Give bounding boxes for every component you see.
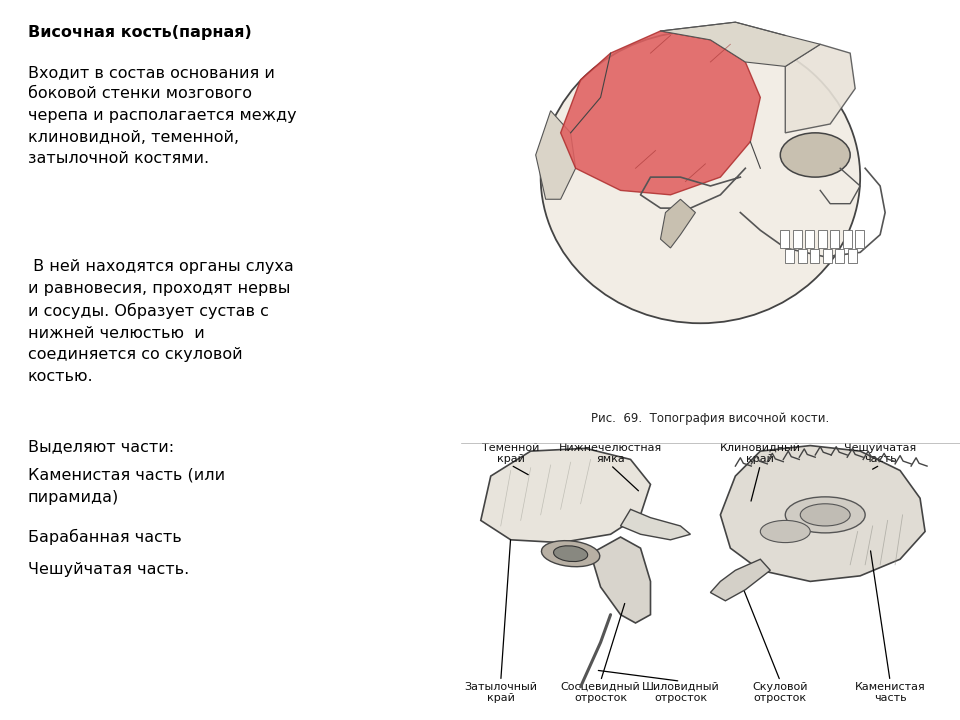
Text: Выделяют части:: Выделяют части:	[28, 439, 174, 454]
Text: Чешуйчатая часть.: Чешуйчатая часть.	[28, 562, 189, 577]
FancyBboxPatch shape	[823, 249, 831, 264]
FancyBboxPatch shape	[835, 249, 844, 264]
FancyBboxPatch shape	[855, 230, 864, 248]
Text: Каменистая часть (или
пирамида): Каменистая часть (или пирамида)	[28, 468, 225, 505]
Ellipse shape	[785, 497, 865, 533]
Text: Клиновидный
край: Клиновидный край	[720, 443, 801, 464]
Polygon shape	[620, 509, 690, 540]
Polygon shape	[590, 537, 651, 623]
FancyBboxPatch shape	[805, 230, 814, 248]
Text: Чешуйчатая
часть: Чешуйчатая часть	[844, 443, 916, 464]
Polygon shape	[660, 199, 695, 248]
FancyBboxPatch shape	[830, 230, 839, 248]
FancyBboxPatch shape	[780, 230, 789, 248]
Polygon shape	[710, 559, 770, 600]
Polygon shape	[536, 111, 576, 199]
Polygon shape	[481, 449, 651, 543]
Text: Рис.  69.  Топография височной кости.: Рис. 69. Топография височной кости.	[591, 412, 829, 425]
Ellipse shape	[541, 541, 600, 567]
Ellipse shape	[554, 546, 588, 562]
Text: Теменной
край: Теменной край	[482, 443, 540, 464]
Text: Барабанная часть: Барабанная часть	[28, 529, 181, 545]
FancyBboxPatch shape	[793, 230, 802, 248]
Text: Скуловой
отросток: Скуловой отросток	[753, 682, 808, 703]
Text: Шиловидный
отросток: Шиловидный отросток	[641, 682, 719, 703]
Ellipse shape	[801, 504, 851, 526]
Text: Затылочный
край: Затылочный край	[465, 682, 538, 703]
Text: Височная кость(парная): Височная кость(парная)	[28, 25, 252, 40]
FancyBboxPatch shape	[848, 249, 856, 264]
Polygon shape	[660, 22, 820, 66]
FancyBboxPatch shape	[785, 249, 794, 264]
Ellipse shape	[540, 31, 860, 323]
Polygon shape	[720, 446, 925, 582]
Text: Каменистая
часть: Каменистая часть	[854, 682, 925, 703]
FancyBboxPatch shape	[818, 230, 827, 248]
Text: Сосцевидный
отросток: Сосцевидный отросток	[561, 682, 640, 703]
Polygon shape	[785, 44, 855, 132]
FancyBboxPatch shape	[798, 249, 806, 264]
Ellipse shape	[780, 132, 851, 177]
Ellipse shape	[760, 521, 810, 543]
FancyBboxPatch shape	[843, 230, 852, 248]
Polygon shape	[561, 31, 760, 195]
Text: Нижнечелюстная
ямка: Нижнечелюстная ямка	[559, 443, 662, 464]
Text: В ней находятся органы слуха
и равновесия, проходят нервы
и сосуды. Образует сус: В ней находятся органы слуха и равновеси…	[28, 259, 294, 384]
FancyBboxPatch shape	[810, 249, 819, 264]
Text: Входит в состав основания и
боковой стенки мозгового
черепа и располагается межд: Входит в состав основания и боковой стен…	[28, 65, 297, 166]
